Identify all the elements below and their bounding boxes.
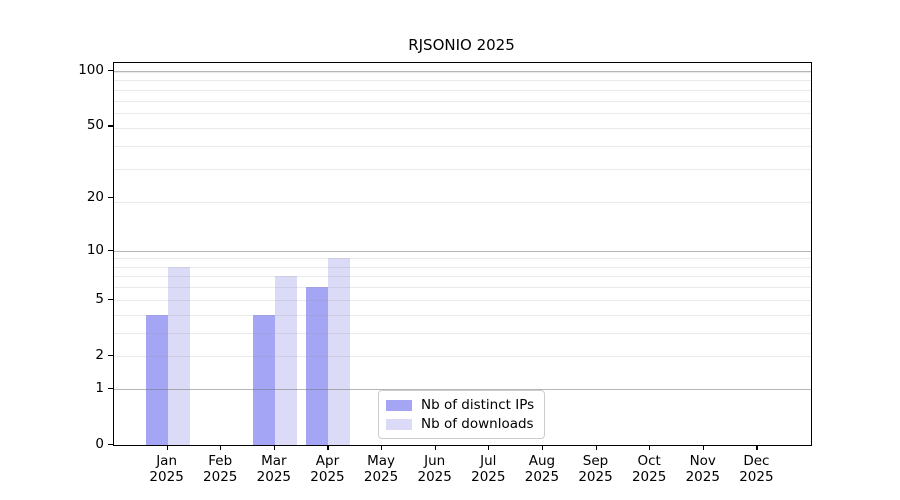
x-tick-label-oct: Oct 2025 [631,453,667,485]
x-tick [273,445,276,450]
bar-downloads-jan [167,266,190,445]
bars-layer [114,63,811,445]
y-tick-label: 100 [78,61,104,78]
y-tick-label: 1 [95,379,104,396]
y-tick [108,197,113,199]
y-tick-label: 50 [86,117,104,134]
x-tick [595,445,597,450]
x-tick [166,445,168,450]
minor-gridline [114,100,811,102]
legend: Nb of distinct IPs Nb of downloads [378,390,546,439]
minor-gridline [114,355,811,357]
x-tick-label-sep: Sep 2025 [578,453,613,485]
y-tick-label: 20 [86,189,104,206]
legend-swatch-ips [386,399,412,411]
minor-gridline [114,332,811,334]
y-tick-label: 2 [95,346,104,363]
legend-swatch-downloads [386,418,412,430]
y-tick [108,125,113,127]
x-tick [381,445,383,450]
y-tick-label: 5 [95,290,104,307]
legend-label: Nb of distinct IPs [421,397,535,413]
x-tick-label-jan: Jan 2025 [149,453,184,485]
bar-downloads-apr [328,258,351,445]
legend-item: Nb of distinct IPs [386,397,534,413]
minor-gridline [114,258,811,260]
x-tick-label-feb: Feb 2025 [203,453,238,485]
y-tick [108,298,113,300]
minor-gridline [114,202,811,204]
x-tick-label-aug: Aug 2025 [524,453,560,485]
bar-ips-mar [252,314,275,445]
bar-ips-jan [145,314,168,445]
major-gridline [114,70,811,72]
minor-gridline [114,89,811,91]
x-tick [756,445,758,450]
y-tick [108,354,113,357]
minor-gridline [114,127,811,129]
x-tick [702,445,704,450]
minor-gridline [114,80,811,82]
minor-gridline [114,71,811,73]
major-gridline [114,388,811,390]
x-tick [488,445,490,450]
legend-item: Nb of downloads [386,416,534,432]
x-tick [220,445,222,450]
minor-gridline [114,287,811,289]
x-tick-label-may: May 2025 [363,453,399,485]
x-tick [649,445,651,450]
minor-gridline [114,299,811,301]
legend-label: Nb of downloads [421,416,534,432]
minor-gridline [114,314,811,316]
y-tick [108,69,113,72]
x-tick [434,445,436,450]
major-gridline [114,250,811,252]
minor-gridline [114,276,811,278]
x-tick-label-dec: Dec 2025 [739,453,774,485]
y-tick [108,387,113,389]
chart-title: RJSONIO 2025 [408,36,515,54]
x-tick-label-mar: Mar 2025 [256,453,292,485]
y-tick-label: 10 [86,241,104,258]
minor-gridline [114,146,811,148]
gridlines-layer [114,63,811,445]
x-tick-label-apr: Apr 2025 [310,453,345,485]
x-tick-label-jun: Jun 2025 [417,453,452,485]
minor-gridline [114,169,811,171]
x-tick-label-jul: Jul 2025 [471,453,506,485]
bar-ips-apr [306,287,329,445]
y-tick [108,249,113,251]
x-tick [541,445,544,450]
x-tick-label-nov: Nov 2025 [685,453,720,485]
minor-gridline [114,113,811,115]
x-tick [327,445,329,450]
minor-gridline [114,266,811,268]
y-tick-label: 0 [95,436,104,452]
y-tick [108,444,113,446]
plot-area: Nb of distinct IPs Nb of downloads [113,62,812,446]
bar-downloads-mar [274,276,297,445]
